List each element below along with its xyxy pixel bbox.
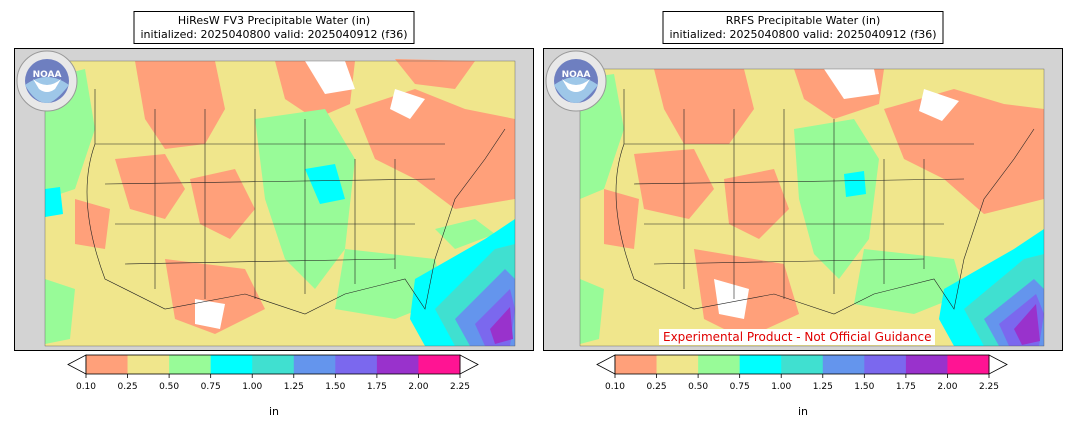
experimental-label: Experimental Product - Not Official Guid… [659, 329, 936, 345]
colorbar: 0.10 0.25 0.50 0.75 1.00 1.25 1.50 1.75 2.00 2.25 [543, 351, 1063, 435]
pwat-map [579, 68, 1045, 347]
noaa-logo-text: NOAA [33, 70, 62, 80]
colorbar-tick-label: 1.75 [367, 382, 387, 392]
colorbar-bin [822, 355, 865, 374]
map-frame: NOAA [14, 48, 534, 351]
colorbar-tick-label: 2.25 [979, 382, 999, 392]
colorbar-ticks: 0.10 0.25 0.50 0.75 1.00 1.25 1.50 1.75 2.00 2.25 [76, 374, 470, 392]
colorbar-tick-label: 0.75 [730, 382, 750, 392]
panel-title: HiResW FV3 Precipitable Water (in) initi… [133, 11, 415, 44]
colorbar-tick-label: 2.25 [450, 382, 470, 392]
colorbar-bin [210, 355, 253, 374]
title-line-1: RRFS Precipitable Water (in) [725, 14, 881, 27]
colorbar-tick-label: 1.25 [284, 382, 304, 392]
colorbar-bins [596, 354, 1008, 375]
colorbar-tick-label: 0.25 [647, 382, 667, 392]
colorbar-ticks: 0.10 0.25 0.50 0.75 1.00 1.25 1.50 1.75 2.00 2.25 [605, 374, 999, 392]
noaa-logo: NOAA [545, 50, 607, 112]
colorbar-extend-right [459, 354, 479, 375]
colorbar-extend-right [988, 354, 1008, 375]
colorbar-tick-label: 1.00 [242, 382, 262, 392]
colorbar-bin [864, 355, 907, 374]
colorbar-tick-label: 0.10 [605, 382, 625, 392]
political-boundaries [86, 89, 506, 315]
no-data [714, 69, 959, 319]
map-panel-rrfs: RRFS Precipitable Water (in) initialized… [543, 0, 1063, 435]
no-data [195, 61, 425, 329]
colorbar-tick-label: 0.50 [159, 382, 179, 392]
colorbar-bin [418, 355, 461, 374]
colorbar-svg: 0.10 0.25 0.50 0.75 1.00 1.25 1.50 1.75 2.00 2.25 [596, 354, 1008, 392]
colorbar: 0.10 0.25 0.50 0.75 1.00 1.25 1.50 1.75 2.00 2.25 [14, 351, 534, 435]
colorbar-bin [781, 355, 824, 374]
colorbar-extend-left [67, 354, 87, 375]
colorbar-tick-label: 0.10 [76, 382, 96, 392]
colorbar-tick-label: 2.00 [937, 382, 957, 392]
colorbar-tick-label: 0.75 [201, 382, 221, 392]
noaa-logo: NOAA [16, 50, 78, 112]
title-line-1: HiResW FV3 Precipitable Water (in) [177, 14, 371, 27]
noaa-logo-text: NOAA [562, 70, 591, 80]
colorbar-bins [67, 354, 479, 375]
pwat-bin-high [844, 171, 1044, 346]
pwat-bin-high [45, 164, 515, 346]
political-boundaries [615, 89, 1035, 315]
pwat-map [44, 59, 516, 347]
colorbar-bin [615, 355, 657, 374]
map-frame: NOAA Experimental Product - Not Official… [543, 48, 1063, 351]
panel-title: RRFS Precipitable Water (in) initialized… [662, 11, 944, 44]
pwat-bin-0.50-0.75 [580, 74, 964, 344]
colorbar-units: in [797, 405, 809, 418]
colorbar-outline [614, 354, 990, 375]
colorbar-units: in [268, 405, 280, 418]
colorbar-tick-label: 1.50 [854, 382, 874, 392]
colorbar-tick-label: 0.25 [118, 382, 138, 392]
colorbar-bin [947, 355, 990, 374]
colorbar-tick-label: 2.00 [408, 382, 428, 392]
colorbar-bin [335, 355, 378, 374]
colorbar-tick-label: 1.00 [771, 382, 791, 392]
title-line-2: initialized: 2025040800 valid: 202504091… [140, 28, 408, 41]
colorbar-bin [376, 355, 419, 374]
map-panel-hiresw: HiResW FV3 Precipitable Water (in) initi… [14, 0, 534, 435]
colorbar-svg: 0.10 0.25 0.50 0.75 1.00 1.25 1.50 1.75 2.00 2.25 [67, 354, 479, 392]
colorbar-extend-left [596, 354, 616, 375]
colorbar-tick-label: 1.25 [813, 382, 833, 392]
colorbar-bin [905, 355, 948, 374]
colorbar-tick-label: 1.50 [325, 382, 345, 392]
colorbar-bin [86, 355, 128, 374]
colorbar-tick-label: 1.75 [896, 382, 916, 392]
colorbar-bin [169, 355, 211, 374]
colorbar-tick-label: 0.50 [688, 382, 708, 392]
colorbar-bin [656, 355, 699, 374]
colorbar-bin [252, 355, 295, 374]
title-line-2: initialized: 2025040800 valid: 202504091… [669, 28, 937, 41]
colorbar-bin [127, 355, 170, 374]
colorbar-bin [698, 355, 740, 374]
colorbar-bin [293, 355, 336, 374]
colorbar-bin [739, 355, 782, 374]
colorbar-outline [85, 354, 461, 375]
pwat-bin-0.10-0.25 [604, 69, 1044, 339]
